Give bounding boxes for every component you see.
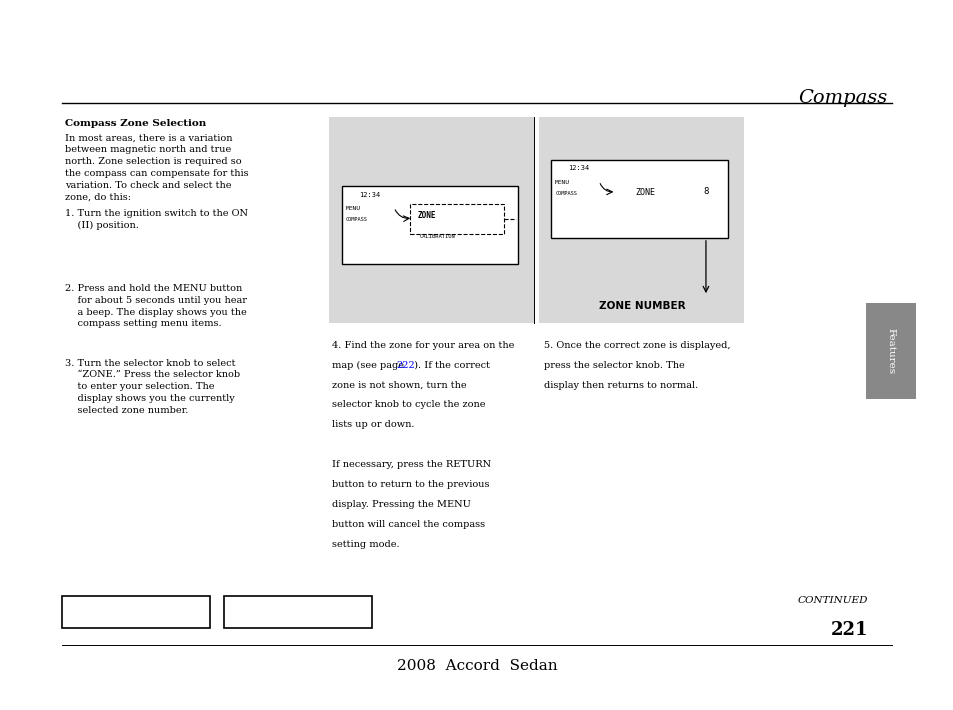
Text: selector knob to cycle the zone: selector knob to cycle the zone [332,400,485,410]
Text: setting mode.: setting mode. [332,540,399,549]
Bar [62,596,210,628]
Text: Compass: Compass [797,89,886,106]
Bar [410,204,503,234]
Bar [341,186,517,264]
Text: 4. Find the zone for your area on the: 4. Find the zone for your area on the [332,341,514,350]
Bar [865,303,915,399]
Text: 8: 8 [702,187,708,196]
Text: CALIBRATION: CALIBRATION [419,234,455,239]
Text: ZONE: ZONE [635,188,655,197]
Text: 5. Once the correct zone is displayed,: 5. Once the correct zone is displayed, [543,341,729,350]
Text: button will cancel the compass: button will cancel the compass [332,520,485,529]
Text: MENU: MENU [345,206,360,211]
Text: Compass Zone Selection: Compass Zone Selection [65,119,206,129]
Text: 1. Turn the ignition switch to the ON
    (II) position.: 1. Turn the ignition switch to the ON (I… [65,209,248,231]
Text: lists up or down.: lists up or down. [332,420,414,430]
Text: COMPASS: COMPASS [555,191,577,196]
Bar [224,596,372,628]
Text: MENU: MENU [555,180,570,185]
Text: ZONE NUMBER: ZONE NUMBER [598,301,684,311]
Text: press the selector knob. The: press the selector knob. The [543,361,684,370]
Text: display. Pressing the MENU: display. Pressing the MENU [332,500,471,509]
Text: display then returns to normal.: display then returns to normal. [543,381,698,390]
Text: map (see page: map (see page [332,361,407,370]
Bar [329,117,534,323]
Text: 3. Turn the selector knob to select
    “ZONE.” Press the selector knob
    to e: 3. Turn the selector knob to select “ZON… [65,359,240,415]
Text: In most areas, there is a variation
between magnetic north and true
north. Zone : In most areas, there is a variation betw… [65,133,248,202]
Text: CONTINUED: CONTINUED [797,596,867,606]
Text: If necessary, press the RETURN: If necessary, press the RETURN [332,460,491,469]
Text: 2008  Accord  Sedan: 2008 Accord Sedan [396,659,557,673]
Text: 12:34: 12:34 [568,165,589,171]
Text: ZONE: ZONE [417,211,436,220]
Text: COMPASS: COMPASS [345,217,367,222]
Text: zone is not shown, turn the: zone is not shown, turn the [332,381,466,390]
Bar [538,117,743,323]
Text: 2. Press and hold the MENU button
    for about 5 seconds until you hear
    a b: 2. Press and hold the MENU button for ab… [65,284,247,329]
Text: button to return to the previous: button to return to the previous [332,480,489,489]
Text: ). If the correct: ). If the correct [411,361,490,370]
Bar [551,160,727,238]
Text: 222: 222 [396,361,416,370]
Text: 221: 221 [830,621,867,639]
Text: Features: Features [885,329,895,374]
Text: 12:34: 12:34 [358,192,379,197]
